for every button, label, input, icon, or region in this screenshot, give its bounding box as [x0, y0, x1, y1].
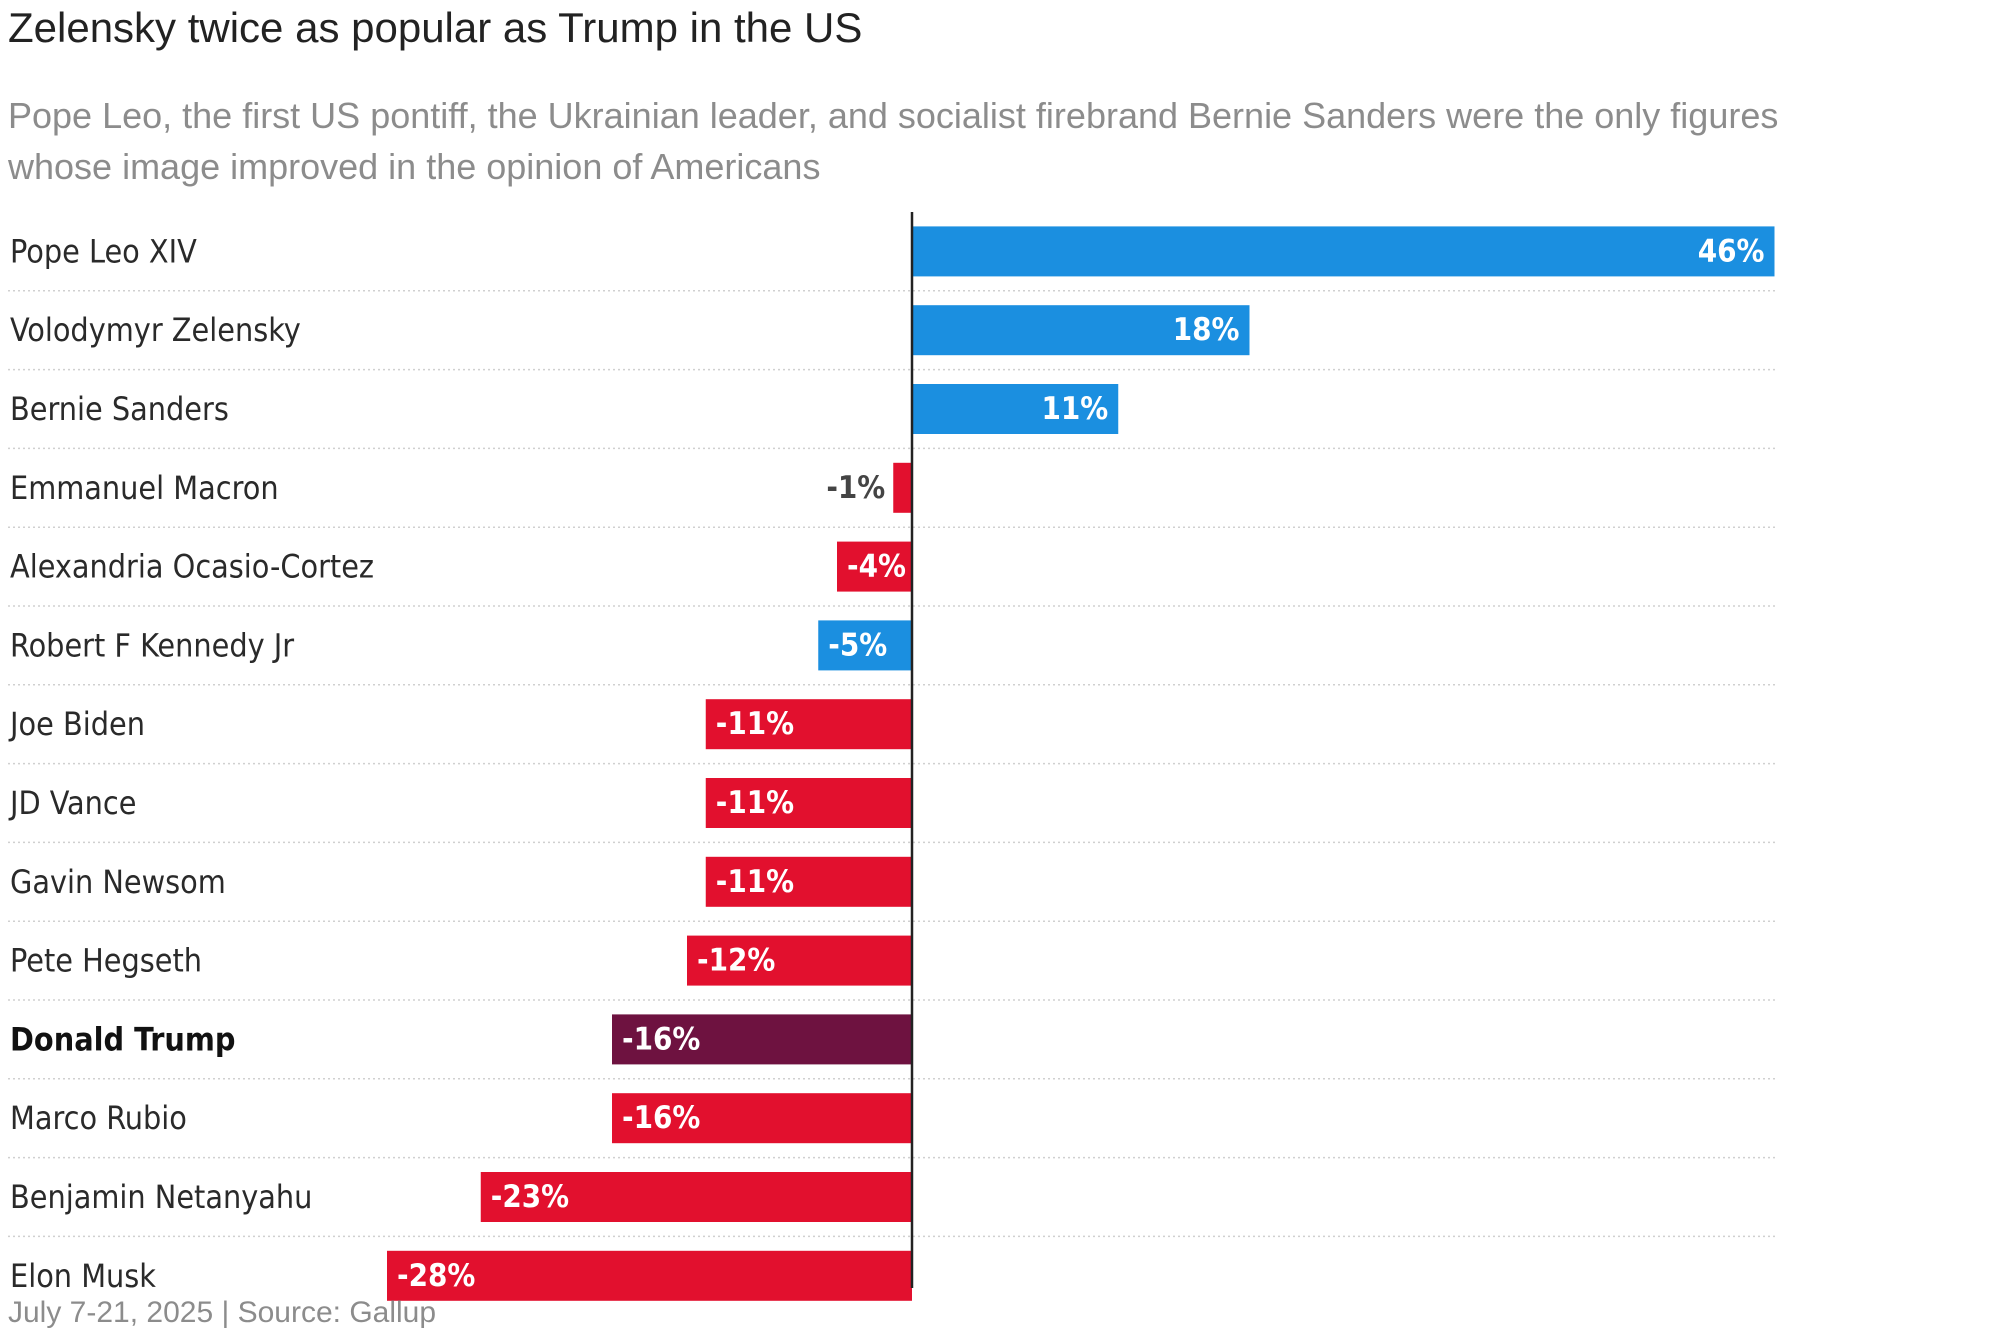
value-label: -11%: [716, 785, 794, 821]
value-label: -12%: [697, 943, 775, 979]
value-label: -28%: [397, 1258, 475, 1294]
value-label: 18%: [1173, 312, 1240, 348]
bar: [705, 699, 912, 750]
value-label: -5%: [828, 627, 887, 663]
value-label: 11%: [1041, 391, 1108, 427]
bar: [837, 541, 912, 592]
category-label: Emmanuel Macron: [10, 469, 279, 507]
bar: [480, 1172, 912, 1222]
bar: [705, 856, 912, 907]
bar: [687, 935, 912, 986]
bar: [893, 462, 912, 513]
bar: [387, 1250, 912, 1301]
category-label: Pete Hegseth: [10, 942, 202, 980]
value-label: -1%: [826, 470, 885, 506]
value-label: -11%: [716, 706, 794, 742]
chart-subtitle: Pope Leo, the first US pontiff, the Ukra…: [8, 95, 1779, 187]
bar: [705, 778, 912, 828]
category-label: Benjamin Netanyahu: [10, 1178, 312, 1216]
category-label: Marco Rubio: [10, 1099, 187, 1137]
value-label: -23%: [491, 1179, 569, 1215]
category-label: Gavin Newsom: [10, 863, 226, 901]
category-label: Alexandria Ocasio-Cortez: [10, 548, 374, 586]
value-label: -16%: [622, 1100, 700, 1136]
bar: [912, 226, 1775, 277]
bar: [818, 620, 912, 671]
category-label: Joe Biden: [8, 705, 145, 743]
bar: [912, 305, 1250, 356]
category-label: Pope Leo XIV: [10, 232, 197, 270]
category-label: Elon Musk: [10, 1257, 156, 1295]
category-label: JD Vance: [8, 784, 136, 822]
category-label: Robert F Kennedy Jr: [10, 626, 294, 664]
value-label: -4%: [847, 549, 906, 585]
bar: [612, 1093, 912, 1144]
chart-rows: Pope Leo XIV 46% Volodymyr Zelensky 18% Bern…: [8, 226, 1776, 1301]
bar: [912, 384, 1119, 434]
category-label: Volodymyr Zelensky: [10, 311, 301, 349]
bar: [612, 1014, 912, 1065]
chart-footer: July 7-21, 2025 | Source: Gallup: [8, 1296, 437, 1329]
value-label: 46%: [1698, 233, 1765, 269]
value-label: -16%: [622, 1021, 700, 1057]
value-label: -11%: [716, 864, 794, 900]
chart-title: Zelensky twice as popular as Trump in th…: [8, 4, 863, 51]
category-label: Donald Trump: [10, 1020, 236, 1058]
category-label: Bernie Sanders: [10, 390, 229, 428]
